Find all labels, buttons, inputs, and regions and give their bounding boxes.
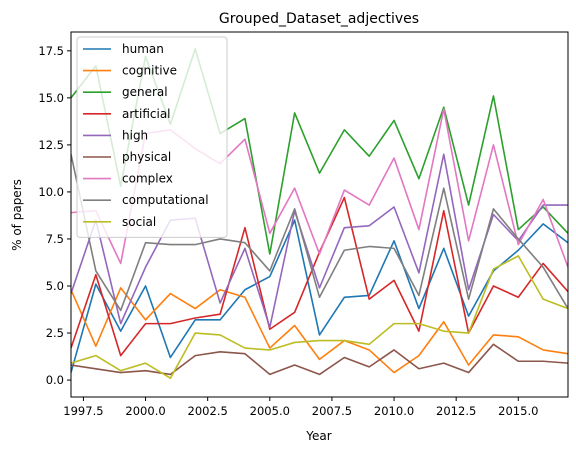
y-tick-label-2-5: 2.5 — [46, 326, 64, 340]
y-tick-label-0-0: 0.0 — [46, 373, 64, 387]
series-line-physical — [71, 343, 568, 376]
legend-label-complex: complex — [122, 172, 173, 186]
chart-title: Grouped_Dataset_adjectives — [219, 11, 419, 27]
series-line-human — [71, 219, 568, 373]
legend-label-computational: computational — [122, 193, 209, 207]
series-line-computational — [71, 154, 568, 312]
x-tick-label-2015-0: 2015.0 — [498, 404, 538, 418]
x-axis-label: Year — [305, 429, 331, 443]
x-tick-label-2012-5: 2012.5 — [436, 404, 476, 418]
x-tick-label-2007-5: 2007.5 — [312, 404, 352, 418]
legend-label-cognitive: cognitive — [122, 64, 177, 78]
legend-label-general: general — [122, 85, 168, 99]
legend-box — [76, 36, 228, 238]
x-tick-label-2010-0: 2010.0 — [374, 404, 414, 418]
series-line-social — [71, 255, 568, 379]
y-tick-label-10-0: 10.0 — [38, 185, 64, 199]
y-axis-label: % of papers — [10, 179, 24, 251]
y-tick-label-17-5: 17.5 — [38, 44, 64, 58]
legend: human cognitive general artificial high physi… — [76, 36, 228, 238]
y-tick-label-5-0: 5.0 — [46, 279, 64, 293]
legend-label-social: social — [122, 215, 156, 229]
y-tick-label-15-0: 15.0 — [38, 91, 64, 105]
plot-area — [70, 31, 569, 398]
y-tick-label-12-5: 12.5 — [38, 138, 64, 152]
legend-label-human: human — [122, 42, 164, 56]
series-line-cognitive — [71, 287, 568, 374]
x-axis: 1997.5 2000.0 2002.5 2005.0 2007.5 2010.0 2012… — [63, 397, 538, 418]
legend-label-artificial: artificial — [122, 107, 171, 121]
legend-label-high: high — [122, 128, 148, 142]
x-tick-label-2000-0: 2000.0 — [125, 404, 165, 418]
legend-label-physical: physical — [122, 150, 171, 164]
x-tick-label-2005-0: 2005.0 — [250, 404, 290, 418]
y-tick-label-7-5: 7.5 — [46, 232, 64, 246]
x-tick-label-2002-5: 2002.5 — [188, 404, 228, 418]
y-axis: 0.0 2.5 5.0 7.5 10.0 12.5 15.0 17.5 — [38, 44, 71, 387]
x-tick-label-1997-5: 1997.5 — [63, 404, 103, 418]
